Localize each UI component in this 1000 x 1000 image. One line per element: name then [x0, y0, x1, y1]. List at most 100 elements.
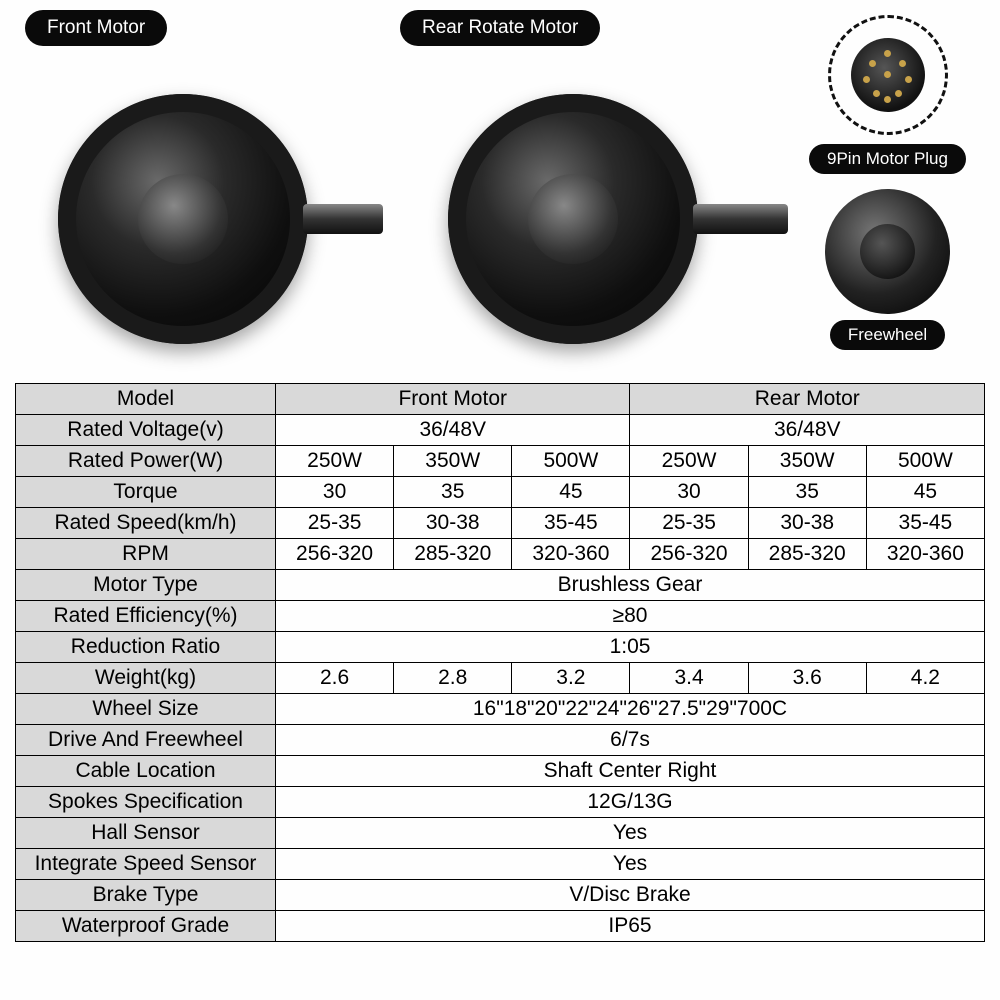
table-row: Cable Location Shaft Center Right	[16, 756, 985, 787]
cell: 3.4	[630, 663, 748, 694]
cell: 35	[394, 477, 512, 508]
cell: 2.8	[394, 663, 512, 694]
row-label: Brake Type	[16, 880, 276, 911]
cell: 30-38	[748, 508, 866, 539]
model-header-front: Front Motor	[276, 384, 630, 415]
row-label: Rated Voltage(v)	[16, 415, 276, 446]
row-label: RPM	[16, 539, 276, 570]
spec-table: Model Front Motor Rear Motor Rated Volta…	[15, 383, 985, 942]
cell: Yes	[276, 849, 985, 880]
row-label: Cable Location	[16, 756, 276, 787]
cell: 12G/13G	[276, 787, 985, 818]
cell: 4.2	[866, 663, 984, 694]
row-label: Integrate Speed Sensor	[16, 849, 276, 880]
row-label: Wheel Size	[16, 694, 276, 725]
cell: 36/48V	[630, 415, 985, 446]
cell: 250W	[276, 446, 394, 477]
cell: 35	[748, 477, 866, 508]
cell: 35-45	[512, 508, 630, 539]
plug-item: 9Pin Motor Plug	[800, 10, 975, 174]
cell: 30	[630, 477, 748, 508]
cell: Brushless Gear	[276, 570, 985, 601]
front-motor-column: Front Motor	[15, 10, 380, 375]
rear-motor-column: Rear Rotate Motor	[390, 10, 785, 375]
row-label: Rated Efficiency(%)	[16, 601, 276, 632]
cell: 6/7s	[276, 725, 985, 756]
table-row: Rated Voltage(v) 36/48V 36/48V	[16, 415, 985, 446]
row-label: Hall Sensor	[16, 818, 276, 849]
cell: 16"18"20"22"24"26"27.5"29"700C	[276, 694, 985, 725]
table-row: Motor Type Brushless Gear	[16, 570, 985, 601]
table-row: Model Front Motor Rear Motor	[16, 384, 985, 415]
table-row: Reduction Ratio 1:05	[16, 632, 985, 663]
table-row: RPM 256-320 285-320 320-360 256-320 285-…	[16, 539, 985, 570]
table-row: Rated Power(W) 250W 350W 500W 250W 350W …	[16, 446, 985, 477]
cell: 3.6	[748, 663, 866, 694]
row-label: Motor Type	[16, 570, 276, 601]
page-container: Front Motor Rear Rotate Motor	[0, 0, 1000, 952]
cell: 500W	[866, 446, 984, 477]
cell: 350W	[394, 446, 512, 477]
rear-motor-image	[390, 52, 785, 375]
plug-pill: 9Pin Motor Plug	[809, 144, 966, 174]
table-row: Drive And Freewheel 6/7s	[16, 725, 985, 756]
rear-hub-graphic	[438, 64, 738, 364]
cell: 320-360	[866, 539, 984, 570]
plug-dashed-circle	[828, 15, 948, 135]
table-row: Rated Speed(km/h) 25-35 30-38 35-45 25-3…	[16, 508, 985, 539]
table-row: Brake Type V/Disc Brake	[16, 880, 985, 911]
cell: 320-360	[512, 539, 630, 570]
table-row: Spokes Specification 12G/13G	[16, 787, 985, 818]
cell: 2.6	[276, 663, 394, 694]
row-label: Rated Speed(km/h)	[16, 508, 276, 539]
freewheel-pill: Freewheel	[830, 320, 945, 350]
cell: 1:05	[276, 632, 985, 663]
cell: Yes	[276, 818, 985, 849]
table-row: Waterproof Grade IP65	[16, 911, 985, 942]
cell: 350W	[748, 446, 866, 477]
cell: V/Disc Brake	[276, 880, 985, 911]
table-row: Integrate Speed Sensor Yes	[16, 849, 985, 880]
freewheel-item: Freewheel	[800, 186, 975, 350]
cell: ≥80	[276, 601, 985, 632]
cell: 30-38	[394, 508, 512, 539]
freewheel-image	[813, 186, 963, 316]
cell: 256-320	[276, 539, 394, 570]
top-section: Front Motor Rear Rotate Motor	[15, 10, 985, 375]
cell: 25-35	[630, 508, 748, 539]
front-hub-graphic	[48, 64, 348, 364]
front-motor-pill: Front Motor	[25, 10, 167, 46]
cell: Shaft Center Right	[276, 756, 985, 787]
cell: 36/48V	[276, 415, 630, 446]
plug-image	[813, 10, 963, 140]
freewheel-icon	[825, 189, 950, 314]
cell: 285-320	[394, 539, 512, 570]
cell: 35-45	[866, 508, 984, 539]
cell: 30	[276, 477, 394, 508]
cell: 45	[866, 477, 984, 508]
cell: 256-320	[630, 539, 748, 570]
row-label: Spokes Specification	[16, 787, 276, 818]
model-header-rear: Rear Motor	[630, 384, 985, 415]
cell: 500W	[512, 446, 630, 477]
row-label: Reduction Ratio	[16, 632, 276, 663]
row-label: Drive And Freewheel	[16, 725, 276, 756]
table-row: Rated Efficiency(%) ≥80	[16, 601, 985, 632]
row-label: Weight(kg)	[16, 663, 276, 694]
table-row: Torque 30 35 45 30 35 45	[16, 477, 985, 508]
table-row: Wheel Size 16"18"20"22"24"26"27.5"29"700…	[16, 694, 985, 725]
cell: 250W	[630, 446, 748, 477]
row-label: Torque	[16, 477, 276, 508]
right-column: 9Pin Motor Plug Freewheel	[795, 10, 980, 375]
row-label: Rated Power(W)	[16, 446, 276, 477]
table-row: Hall Sensor Yes	[16, 818, 985, 849]
cell: 285-320	[748, 539, 866, 570]
front-motor-image	[15, 52, 380, 375]
row-label: Waterproof Grade	[16, 911, 276, 942]
table-row: Weight(kg) 2.6 2.8 3.2 3.4 3.6 4.2	[16, 663, 985, 694]
cell: 25-35	[276, 508, 394, 539]
cell: 45	[512, 477, 630, 508]
cell: 3.2	[512, 663, 630, 694]
cell: IP65	[276, 911, 985, 942]
plug-connector-icon	[851, 38, 925, 112]
